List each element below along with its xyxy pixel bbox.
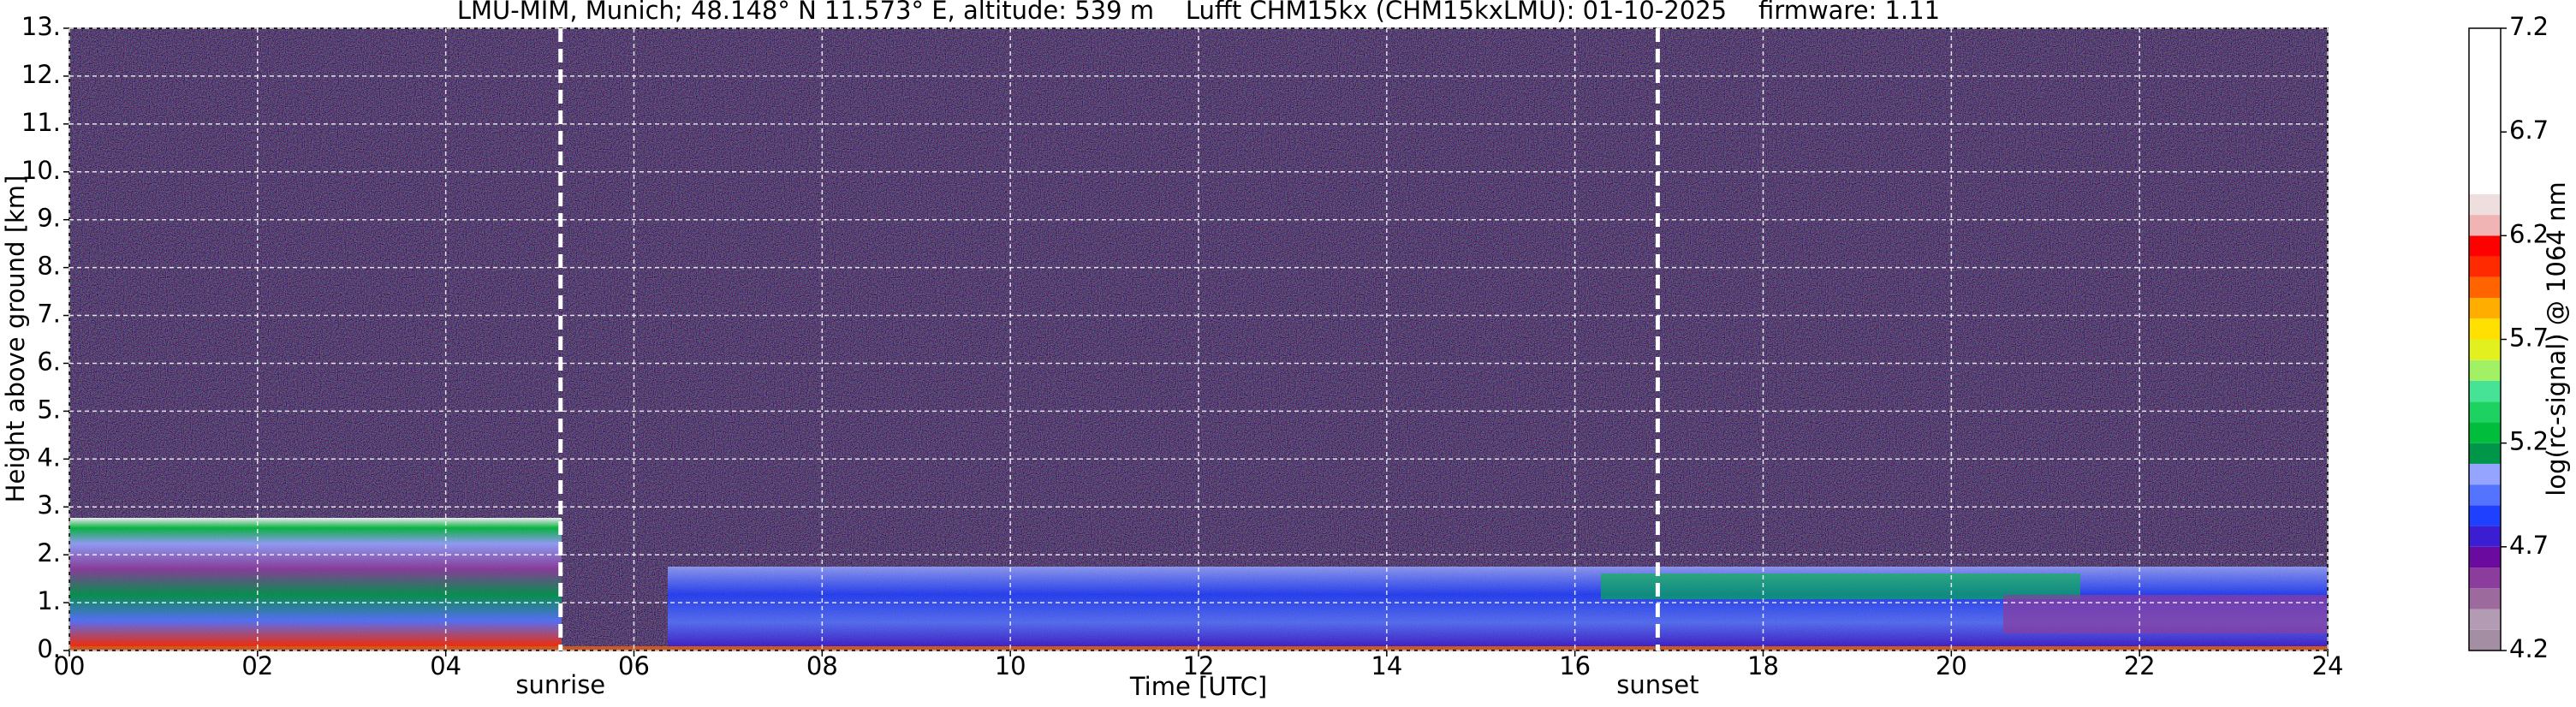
- colorbar-tick-label: 4.7: [2509, 531, 2549, 560]
- colorbar-tick-label: 4.2: [2509, 634, 2549, 663]
- y-tick-label: 10.: [21, 156, 61, 185]
- annotation-label: sunrise: [515, 670, 605, 699]
- colorbar-segment: [2469, 298, 2501, 319]
- colorbar-segment: [2469, 339, 2501, 360]
- colorbar-segment: [2469, 28, 2501, 194]
- colorbar-segment: [2469, 235, 2501, 257]
- colorbar-tick-label: 5.7: [2509, 324, 2549, 353]
- x-tick-label: 14: [1371, 651, 1402, 680]
- colorbar-segment: [2469, 505, 2501, 526]
- x-tick-label: 08: [806, 651, 838, 680]
- colorbar-segment: [2469, 380, 2501, 402]
- x-tick-label: 20: [1936, 651, 1967, 680]
- colorbar-tick-label: 6.2: [2509, 219, 2549, 248]
- y-tick-label: 3.: [37, 490, 61, 520]
- chart-title: LMU-MIM, Munich; 48.148° N 11.573° E, al…: [457, 0, 1940, 25]
- heatmap-texture: [2003, 595, 2328, 633]
- colorbar-label: log(rc-signal) @ 1064 nm: [2542, 181, 2571, 496]
- y-tick-label: 7.: [37, 300, 61, 329]
- x-tick-label: 18: [1747, 651, 1779, 680]
- x-tick-label: 12: [1183, 651, 1215, 680]
- x-tick-label: 24: [2312, 651, 2344, 680]
- y-tick-label: 1.: [37, 586, 61, 615]
- y-tick-label: 12.: [21, 60, 61, 89]
- colorbar-segment: [2469, 629, 2501, 651]
- x-tick-label: 16: [1559, 651, 1591, 680]
- colorbar-segment: [2469, 256, 2501, 277]
- x-tick-label: 10: [995, 651, 1026, 680]
- colorbar-tick-label: 7.2: [2509, 12, 2549, 41]
- colorbar-segment: [2469, 359, 2501, 381]
- colorbar-segment: [2469, 609, 2501, 630]
- x-tick-label: 06: [618, 651, 650, 680]
- x-tick-label: 04: [430, 651, 461, 680]
- colorbar-segment: [2469, 318, 2501, 340]
- y-tick-label: 5.: [37, 395, 61, 424]
- y-tick-label: 2.: [37, 538, 61, 567]
- y-tick-label: 4.: [37, 443, 61, 472]
- colorbar-segment: [2469, 193, 2501, 216]
- y-tick-label: 8.: [37, 252, 61, 281]
- heatmap-texture: [1601, 573, 2080, 599]
- colorbar-segment: [2469, 443, 2501, 464]
- y-axis-label: Height above ground [km]: [1, 175, 30, 503]
- y-tick-label: 6.: [37, 347, 61, 376]
- x-tick-label: 00: [54, 651, 86, 680]
- x-tick-label: 22: [2124, 651, 2156, 680]
- colorbar-segment: [2469, 422, 2501, 443]
- y-tick-label: 11.: [21, 108, 61, 137]
- colorbar-tick-label: 6.7: [2509, 116, 2549, 145]
- y-tick-label: 13.: [21, 12, 61, 41]
- y-tick-label: 9.: [37, 204, 61, 233]
- colorbar-segment: [2469, 526, 2501, 547]
- colorbar-segment: [2469, 588, 2501, 609]
- x-tick-label: 02: [241, 651, 273, 680]
- x-axis-label: Time [UTC]: [1129, 672, 1267, 701]
- annotation-label: sunset: [1616, 670, 1698, 699]
- colorbar-segment: [2469, 484, 2501, 506]
- y-tick-label: 0.: [37, 634, 61, 663]
- colorbar-segment: [2469, 401, 2501, 423]
- colorbar-segment: [2469, 546, 2501, 568]
- colorbar-segment: [2469, 567, 2501, 589]
- colorbar-segment: [2469, 276, 2501, 299]
- colorbar-segment: [2469, 215, 2501, 236]
- colorbar-tick-label: 5.2: [2509, 427, 2549, 456]
- heatmap-texture: [69, 518, 562, 646]
- colorbar-segment: [2469, 463, 2501, 485]
